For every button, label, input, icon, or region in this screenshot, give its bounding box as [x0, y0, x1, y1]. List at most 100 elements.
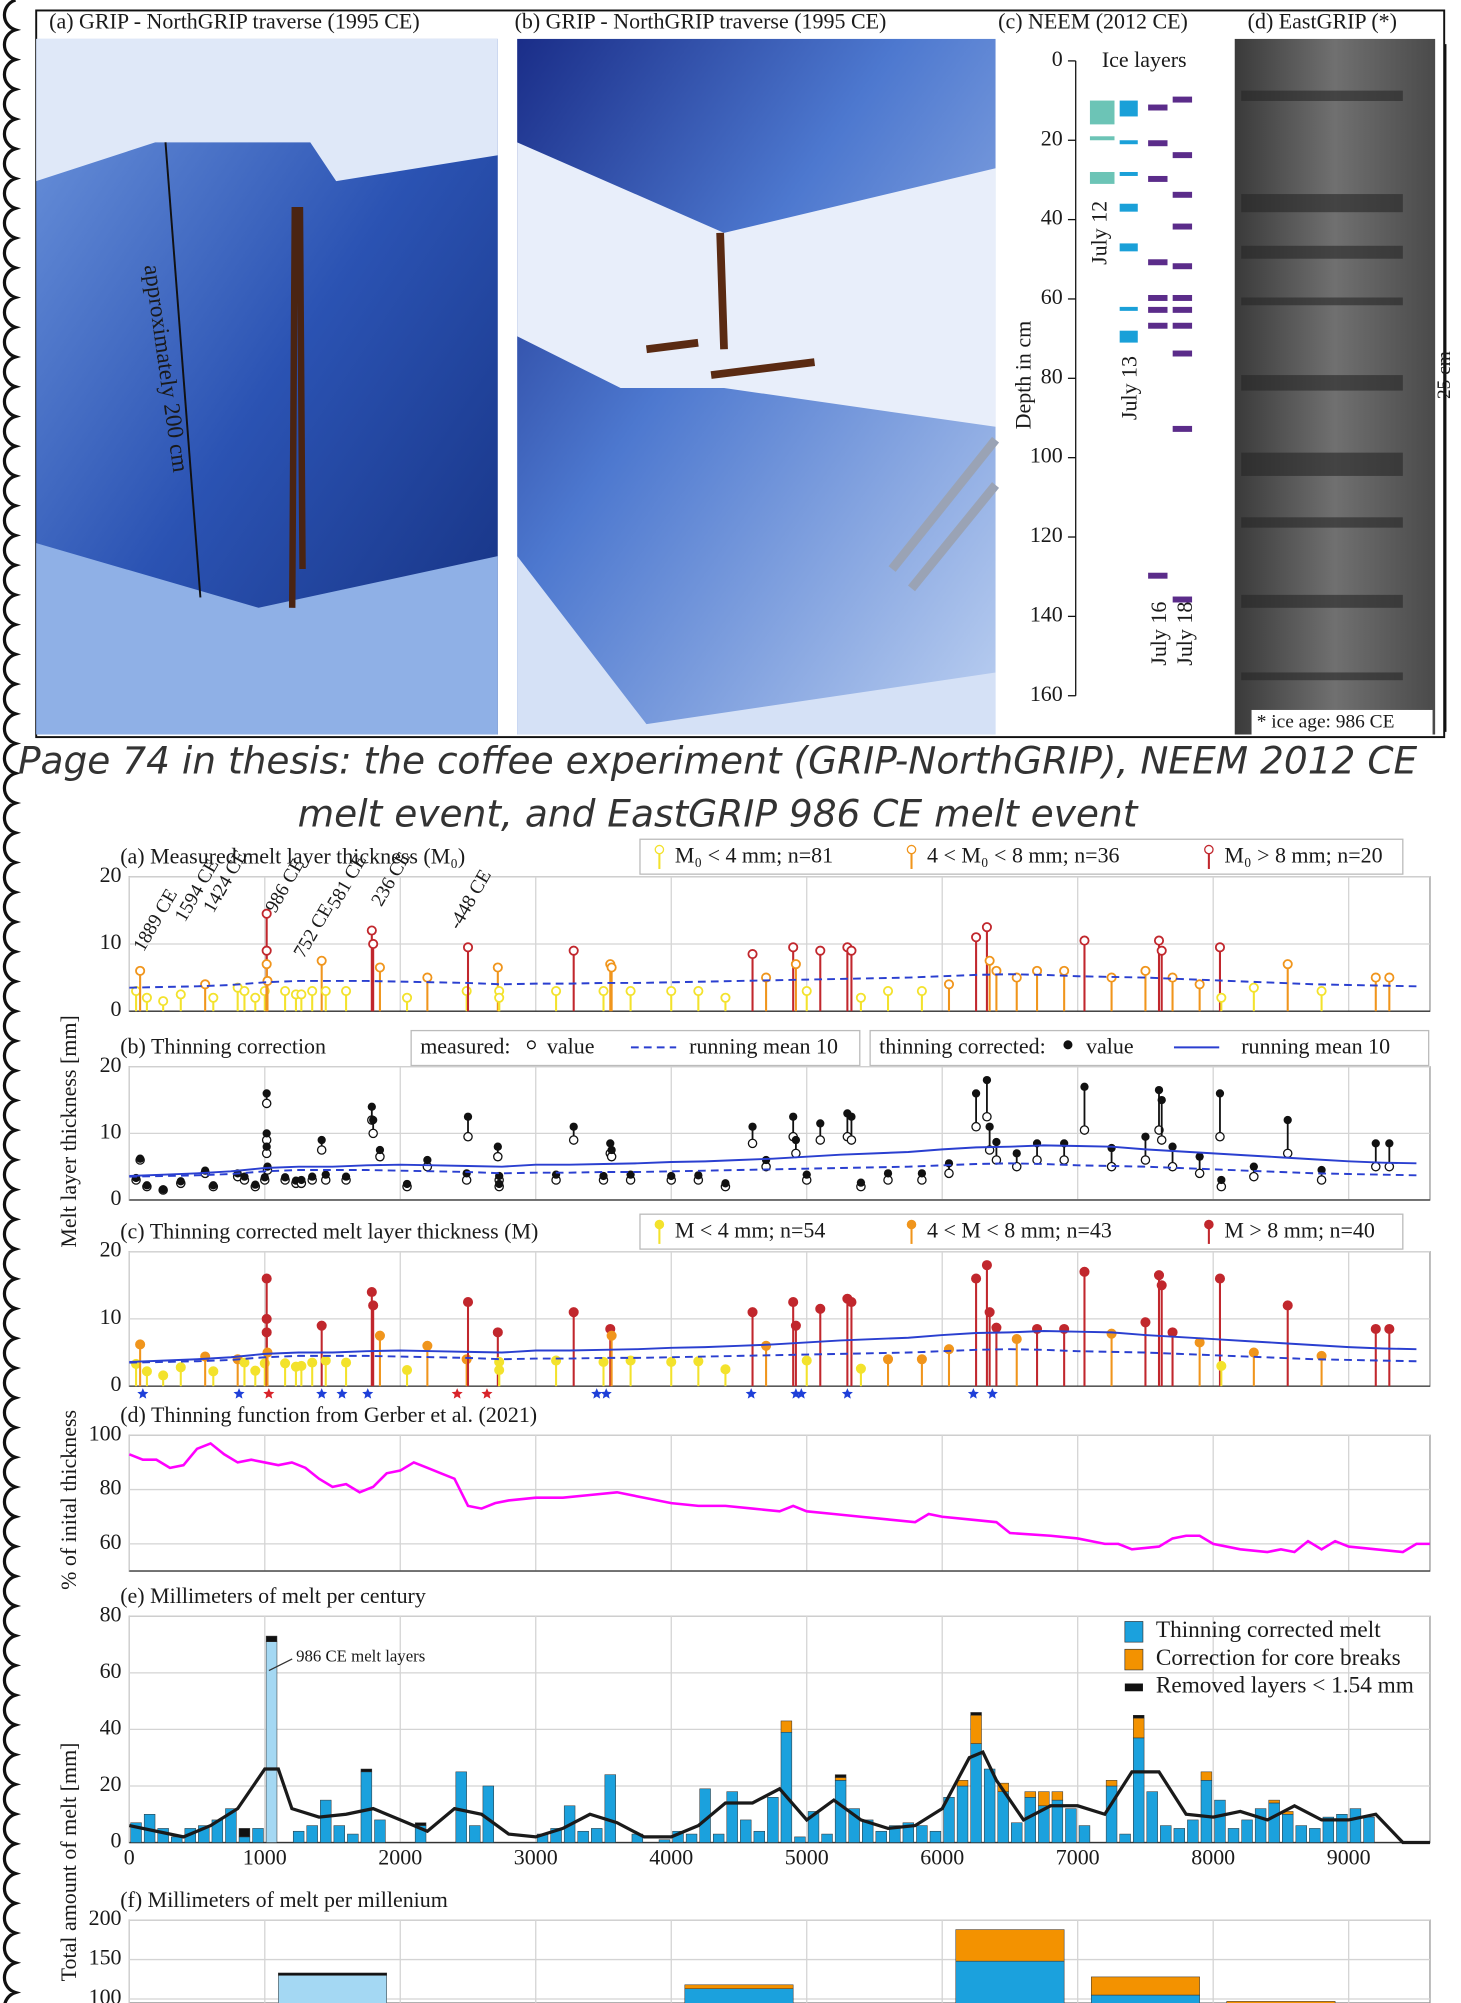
bar-segment	[754, 1831, 765, 1842]
stem-head	[667, 1358, 675, 1366]
bar-segment	[1038, 1792, 1049, 1806]
measured-value	[972, 1123, 980, 1131]
corrected-value	[983, 1076, 991, 1084]
corrected-value	[918, 1169, 926, 1177]
corrected-value	[1080, 1083, 1088, 1091]
bar-segment	[1187, 1820, 1198, 1843]
stem-head	[368, 926, 376, 934]
measured-value	[1196, 1169, 1204, 1177]
stem-head	[748, 950, 756, 958]
core-band	[1241, 517, 1403, 527]
y-tick-label: 20	[1041, 125, 1063, 150]
bar-segment	[971, 1715, 982, 1743]
bar-segment	[685, 1985, 793, 1989]
legend-group: measured:	[420, 1034, 510, 1059]
stem-head	[1080, 936, 1088, 944]
ice-layer	[1173, 307, 1192, 313]
ice-layer	[1120, 172, 1138, 176]
star	[968, 1388, 979, 1399]
corrected-value	[789, 1113, 797, 1121]
panel-title: (d) Thinning function from Gerber et al.…	[120, 1402, 537, 1427]
y-tick-label: 0	[111, 996, 122, 1021]
bar-segment	[266, 1642, 277, 1843]
stem-head	[1196, 1338, 1204, 1346]
core-band	[1241, 375, 1403, 391]
measured-value	[1372, 1163, 1380, 1171]
stem-head	[1060, 967, 1068, 975]
stem-head	[342, 987, 350, 995]
y-axis-label: Depth in cm	[1010, 321, 1035, 430]
bar-segment	[1282, 1814, 1293, 1842]
stem-head	[423, 973, 431, 981]
ice-layer	[1120, 331, 1138, 343]
stem-head	[985, 1308, 993, 1316]
stem-head	[369, 940, 377, 948]
bar-segment	[998, 1792, 1009, 1843]
stem-head	[792, 1321, 800, 1329]
star	[362, 1388, 373, 1399]
y-tick-label: 60	[1041, 284, 1063, 309]
y-tick-label: 10	[100, 929, 122, 954]
corrected-value	[376, 1146, 384, 1154]
measured-value	[464, 1133, 472, 1141]
corrected-value	[607, 1146, 615, 1154]
y-tick-label: 100	[89, 1420, 122, 1445]
stem-head	[281, 1359, 289, 1367]
legend-label: M₀ > 8 mm; n=20	[1224, 842, 1382, 867]
stem-head	[240, 1358, 248, 1366]
panel-label: (a) GRIP - NorthGRIP traverse (1995 CE)	[49, 8, 420, 33]
bar-segment	[1174, 1828, 1185, 1842]
corrected-value	[263, 1089, 271, 1097]
bar-segment	[239, 1828, 250, 1836]
bar-segment	[1201, 1772, 1212, 1780]
corrected-value	[1250, 1163, 1258, 1171]
x-tick-label: 7000	[1056, 1844, 1100, 1869]
stem-head	[847, 947, 855, 955]
bar-segment	[334, 1826, 345, 1843]
stem-head	[570, 1308, 578, 1316]
stem-head	[857, 1365, 865, 1373]
y-tick-label: 40	[1041, 205, 1063, 230]
stem-head	[342, 1358, 350, 1366]
bar-segment	[1052, 1792, 1063, 1800]
bar-segment	[1160, 1826, 1171, 1843]
date-label: July 18	[1172, 602, 1197, 666]
star	[481, 1388, 492, 1399]
date-label: July 13	[1116, 356, 1141, 420]
age-note: * ice age: 986 CE	[1257, 711, 1395, 732]
ice-layer	[1090, 172, 1115, 184]
measured-value	[945, 1169, 953, 1177]
stem-head	[983, 1261, 991, 1269]
x-tick-label: 0	[124, 1844, 135, 1869]
measured-value	[318, 1146, 326, 1154]
x-tick-label: 9000	[1327, 1844, 1371, 1869]
stem-head	[376, 963, 384, 971]
bar-segment	[1269, 1803, 1280, 1843]
stem-head	[792, 960, 800, 968]
ice-layer	[1148, 307, 1167, 313]
bar-segment	[307, 1826, 318, 1843]
corrected-value	[263, 1143, 271, 1151]
date-label: July 16	[1146, 602, 1171, 666]
stem-head	[599, 987, 607, 995]
legend-head	[1205, 1220, 1213, 1228]
stem-head	[251, 994, 259, 1002]
bar-segment	[1296, 1826, 1307, 1843]
legend-label: M₀ < 4 mm; n=81	[675, 842, 833, 867]
corrected-value	[803, 1171, 811, 1179]
y-tick-label: 10	[100, 1118, 122, 1143]
bar-segment	[971, 1712, 982, 1715]
y-tick-label: 20	[100, 1771, 122, 1796]
stem-head	[281, 987, 289, 995]
stem-head	[847, 1298, 855, 1306]
stem-head	[463, 987, 471, 995]
corrected-value	[748, 1123, 756, 1131]
stem-head	[721, 994, 729, 1002]
x-tick-label: 1000	[243, 1844, 287, 1869]
corrected-value	[251, 1181, 259, 1189]
corrected-value	[463, 1169, 471, 1177]
bar-segment	[930, 1831, 941, 1842]
x-tick-label: 5000	[785, 1844, 829, 1869]
bar-segment	[1133, 1738, 1144, 1843]
star	[137, 1388, 148, 1399]
